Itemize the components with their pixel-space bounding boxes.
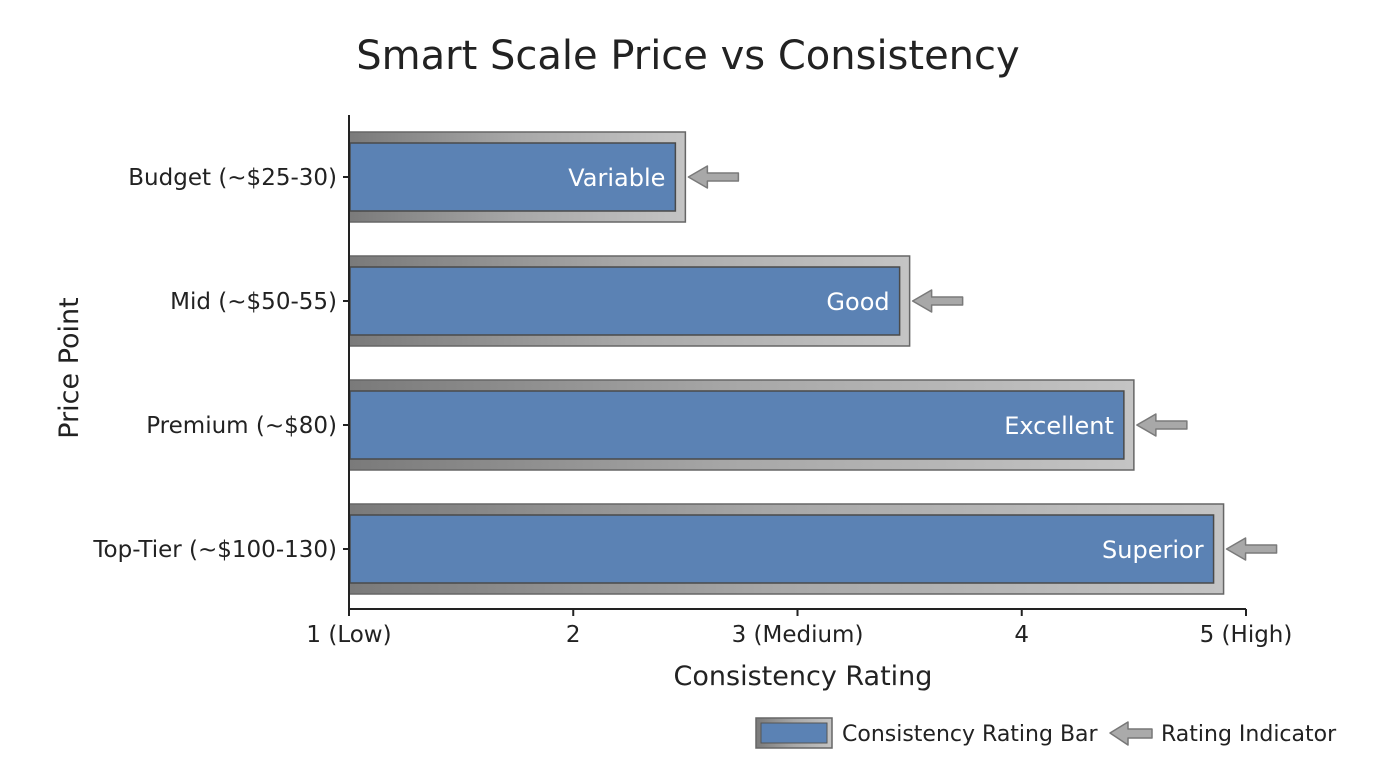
legend-label-indicator: Rating Indicator <box>1161 722 1337 747</box>
bar-group: Superior <box>348 503 1278 595</box>
bars-layer: Variable Good Excellent Superior <box>348 131 1278 595</box>
legend-arrow-icon <box>1109 721 1153 746</box>
x-tick-label: 3 (Medium) <box>732 622 864 648</box>
x-axis-title: Consistency Rating <box>674 661 933 692</box>
y-tick-label: Premium (~$80) <box>146 413 337 439</box>
bar <box>349 514 1215 584</box>
y-axis-title: Price Point <box>54 297 85 439</box>
bar-data-label: Good <box>826 288 889 316</box>
legend-label-bar: Consistency Rating Bar <box>842 722 1099 747</box>
rating-indicator-arrow-icon <box>687 165 740 189</box>
bar-group: Good <box>348 255 964 347</box>
bar <box>349 142 677 212</box>
bar-data-label: Excellent <box>1004 412 1114 440</box>
chart-title: Smart Scale Price vs Consistency <box>356 33 1019 79</box>
x-tick-label: 2 <box>566 622 581 648</box>
y-tick-label: Budget (~$25-30) <box>128 165 337 191</box>
bar-data-label: Superior <box>1102 536 1204 564</box>
rating-indicator-arrow-icon <box>1136 413 1188 437</box>
legend-bar-swatch <box>760 722 828 744</box>
bar-group: Excellent <box>348 379 1188 471</box>
y-tick-label: Top-Tier (~$100-130) <box>92 537 337 563</box>
ticks-layer: Budget (~$25-30) Mid (~$50-55) Premium (~$… <box>92 165 1292 648</box>
rating-indicator-arrow-icon <box>911 289 964 313</box>
legend: Consistency Rating Bar Rating Indicator <box>755 717 1337 749</box>
y-tick-label: Mid (~$50-55) <box>170 289 337 315</box>
x-tick-label: 4 <box>1014 622 1029 648</box>
bar-data-label: Variable <box>568 164 665 192</box>
bar-group: Variable <box>348 131 740 223</box>
bar <box>349 266 901 336</box>
rating-indicator-arrow-icon <box>1225 537 1278 561</box>
x-tick-label: 5 (High) <box>1200 622 1293 648</box>
bar <box>349 390 1125 460</box>
x-tick-label: 1 (Low) <box>306 622 391 648</box>
